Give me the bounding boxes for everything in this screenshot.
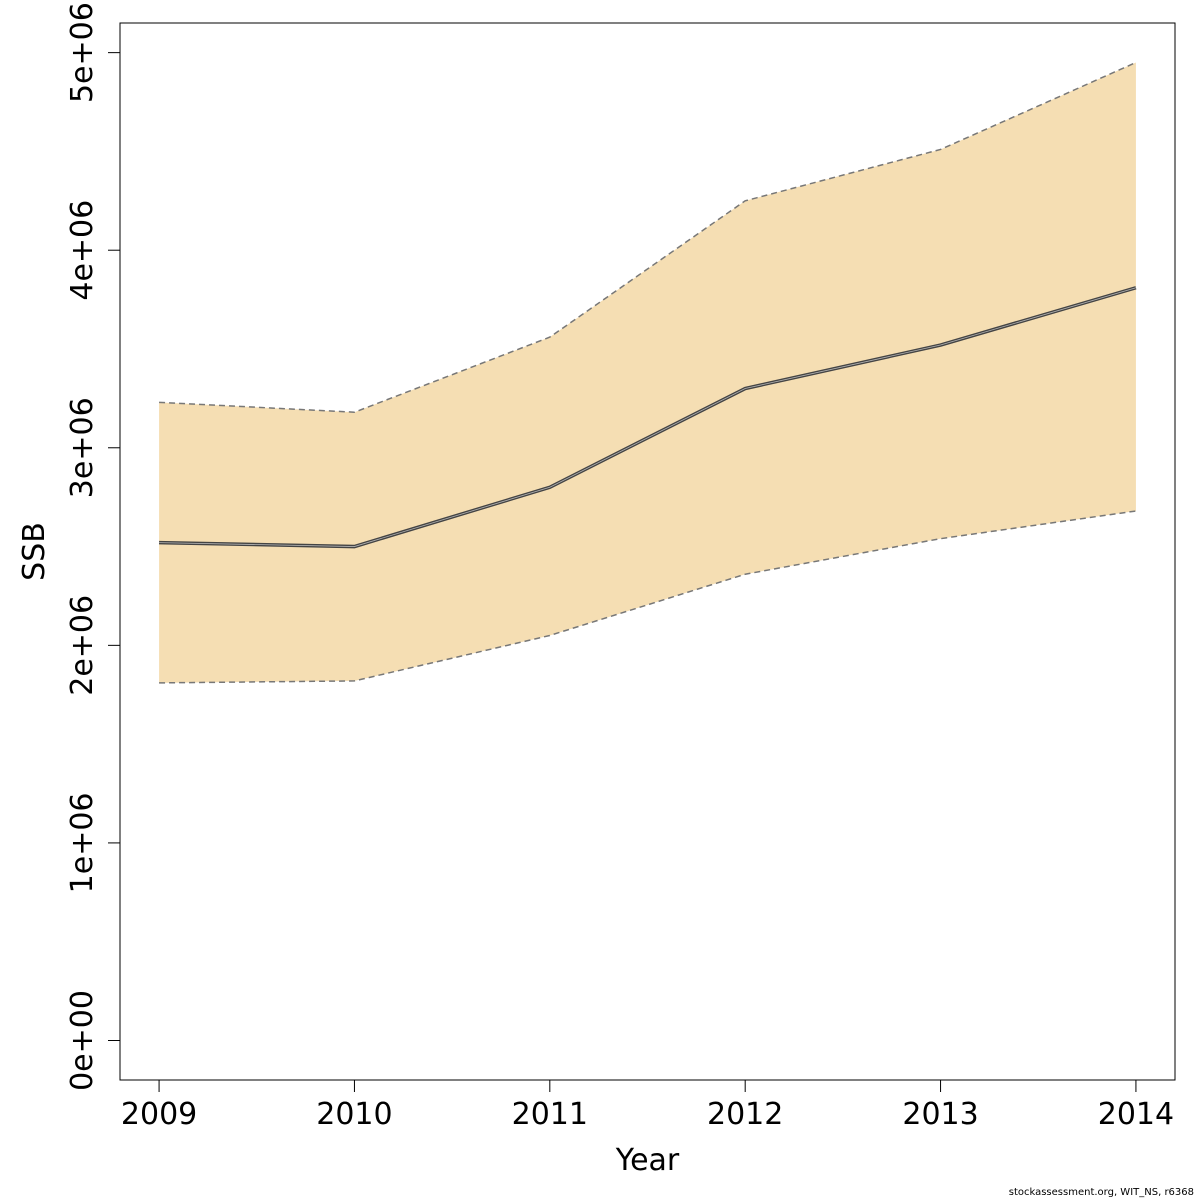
x-axis-title: Year — [615, 1143, 680, 1178]
confidence-band-layer — [159, 62, 1136, 683]
y-tick-label: 2e+06 — [65, 595, 100, 696]
y-tick-label: 0e+00 — [65, 990, 100, 1091]
y-axis-title: SSB — [17, 522, 52, 581]
x-tick-label: 2010 — [316, 1097, 392, 1132]
footer-note: stockassessment.org, WIT_NS, r6368 — [1008, 1187, 1194, 1198]
series-lines-layer — [159, 61, 1137, 684]
y-tick-label: 4e+06 — [65, 200, 100, 301]
x-tick-label: 2011 — [512, 1097, 588, 1132]
x-tick-label: 2012 — [707, 1097, 783, 1132]
y-tick-label: 1e+06 — [65, 792, 100, 893]
x-tick-label: 2009 — [121, 1097, 197, 1132]
y-axis: 0e+00 1e+06 2e+06 3e+06 4e+06 5e+06 — [65, 2, 120, 1091]
x-axis: 2009 2010 2011 2012 2013 2014 — [121, 1080, 1174, 1132]
lower-bound-line — [159, 510, 1137, 684]
upper-bound-line — [159, 61, 1137, 413]
x-tick-label: 2013 — [902, 1097, 978, 1132]
y-tick-label: 3e+06 — [65, 397, 100, 498]
confidence-band — [159, 62, 1136, 683]
estimate-line-inner — [159, 287, 1137, 547]
y-tick-label: 5e+06 — [65, 2, 100, 103]
plot-frame — [119, 22, 1176, 1081]
x-tick-label: 2014 — [1098, 1097, 1174, 1132]
